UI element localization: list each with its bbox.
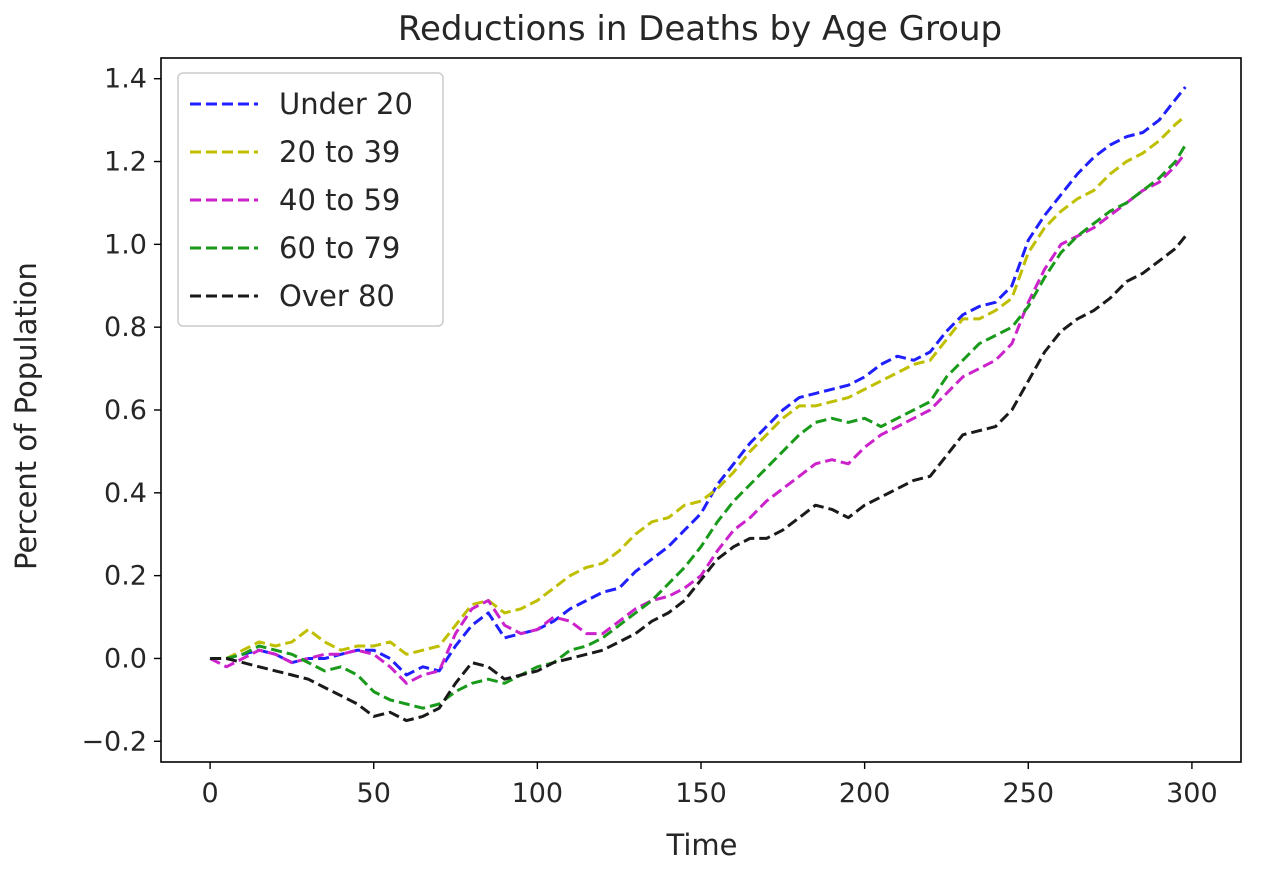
y-tick-label: 1.4 — [104, 64, 147, 95]
y-tick-label: 0.8 — [104, 312, 147, 343]
axis-ticks: 0 50 100 150 200 250 300 −0.2 0.0 0.2 0.4 0.6 0.8 1.0… — [81, 64, 1217, 809]
legend-label-over-80: Over 80 — [279, 279, 395, 313]
y-tick-label: 0.0 — [104, 643, 147, 674]
y-tick-label: 0.4 — [104, 478, 147, 509]
y-axis-label: Percent of Population — [9, 262, 43, 570]
x-tick-label: 150 — [675, 778, 727, 809]
series-line-20-to-39 — [210, 114, 1187, 660]
legend-label-60-to-79: 60 to 79 — [279, 231, 400, 265]
y-tick-label: 0.6 — [104, 395, 147, 426]
legend-label-40-to-59: 40 to 59 — [279, 183, 400, 217]
x-tick-label: 200 — [839, 778, 891, 809]
x-tick-label: 50 — [357, 778, 391, 809]
chart-title: Reductions in Deaths by Age Group — [398, 9, 1002, 49]
plot-lines — [209, 86, 1187, 723]
plot-frame — [160, 57, 1242, 763]
y-tick-label: 1.0 — [104, 229, 147, 260]
x-tick-label: 300 — [1166, 778, 1218, 809]
series-line-over-80 — [210, 235, 1187, 723]
series-line-40-to-59 — [209, 152, 1187, 685]
y-tick-label: −0.2 — [81, 726, 147, 757]
series-line-under-20 — [210, 86, 1187, 677]
legend-label-under-20: Under 20 — [279, 87, 413, 121]
y-tick-label: 1.2 — [104, 147, 147, 178]
x-tick-label: 100 — [512, 778, 564, 809]
legend-label-20-to-39: 20 to 39 — [279, 135, 400, 169]
legend-box — [177, 72, 444, 327]
x-tick-label: 250 — [1002, 778, 1054, 809]
y-tick-label: 0.2 — [104, 561, 147, 592]
x-axis-label: Time — [666, 828, 738, 862]
legend: Under 20 20 to 39 40 to 59 60 to 79 Over 80 — [177, 72, 444, 327]
x-tick-label: 0 — [201, 778, 218, 809]
series-line-60-to-79 — [210, 144, 1187, 710]
